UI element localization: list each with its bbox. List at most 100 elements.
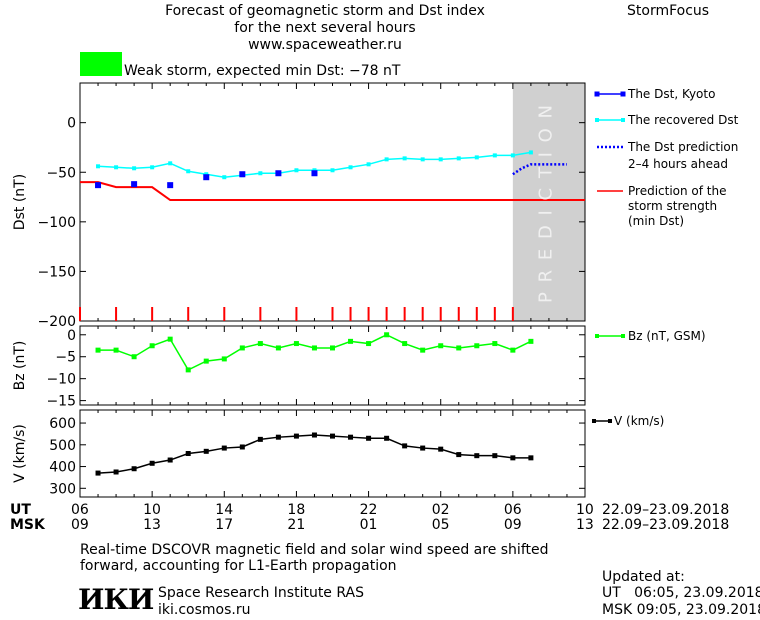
institute-url[interactable]: iki.cosmos.ru [158, 602, 251, 618]
dst-y-tick-label: −200 [38, 314, 76, 330]
v-y-tick-label: 600 [49, 416, 76, 432]
msk-tick-label: 17 [215, 517, 234, 533]
bz-point [330, 345, 335, 351]
dst-y-tick-label: 0 [67, 116, 76, 132]
storm-status-indicator [80, 52, 122, 76]
bz-point [239, 345, 245, 351]
ut-tick-label: 06 [503, 502, 522, 518]
dst-recovered-point [222, 175, 227, 180]
dst-kyoto-point [239, 171, 246, 178]
date-range-ut: 22.09–23.09.2018 [602, 502, 730, 518]
bz-y-tick-label: −5 [55, 350, 76, 366]
dst-recovered-point [438, 157, 443, 162]
ut-tick-label: 10 [143, 502, 161, 518]
dst-recovered-point [384, 157, 389, 162]
ut-tick-label: 06 [71, 502, 89, 518]
ut-tick-label: 18 [287, 502, 306, 518]
bz-point [131, 354, 137, 360]
v-point [456, 452, 462, 458]
v-y-tick-label: 400 [49, 460, 76, 476]
axis-msk-label: MSK [10, 517, 45, 533]
dst-recovered-point [348, 165, 353, 170]
bz-point [257, 341, 263, 347]
v-point [95, 470, 101, 476]
msk-tick-label: 13 [576, 517, 594, 533]
dst-recovered-point [528, 150, 533, 155]
dst-recovered-point [474, 155, 479, 160]
v-point [510, 455, 516, 461]
v-point [402, 443, 408, 449]
dst-recovered-point [258, 171, 263, 176]
updated-ut: UT 06:05, 23.09.2018 [602, 585, 760, 601]
v-point [311, 432, 317, 438]
bz-point [95, 347, 101, 353]
legend-dst-kyoto-swatch-marker [594, 91, 600, 97]
dst-recovered-point [492, 153, 497, 158]
dst-kyoto-point [167, 182, 174, 189]
dst-recovered-point [510, 153, 515, 158]
legend-storm-2: storm strength [628, 199, 718, 213]
date-range-msk: 22.09–23.09.2018 [602, 517, 730, 533]
prediction-label-box: P R E D I C T I O N [536, 88, 557, 318]
app-name: StormFocus [627, 3, 710, 19]
storm-strength-line [80, 181, 585, 202]
website-link[interactable]: www.spaceweather.ru [248, 37, 402, 53]
v-point [420, 445, 426, 451]
v-point [113, 469, 119, 475]
v-point [275, 434, 281, 440]
v-point [384, 435, 390, 441]
dst-panel-frame [79, 82, 586, 322]
dst-recovered-point [168, 161, 173, 166]
legend-v-swatch-marker [608, 419, 612, 423]
v-point [492, 453, 498, 459]
axis-ut-label: UT [10, 502, 31, 518]
v-point [239, 444, 245, 450]
bz-point [167, 336, 173, 342]
institute-name: Space Research Institute RAS [158, 585, 364, 601]
bz-y-axis-label: Bz (nT) [12, 341, 28, 391]
chart-title-line2: for the next several hours [234, 20, 416, 36]
updated-msk: MSK 09:05, 23.09.2018 [602, 602, 760, 618]
bz-point [348, 338, 354, 344]
bz-point [149, 343, 155, 349]
legend-storm-3: (min Dst) [628, 214, 685, 228]
updated-label: Updated at: [602, 569, 685, 585]
dst-recovered-point [420, 157, 425, 162]
dst-y-tick-label: −150 [38, 264, 76, 280]
dst-recovered-point [150, 165, 155, 170]
legend-dst-recovered-swatch-marker [595, 118, 599, 122]
v-point [149, 460, 155, 466]
msk-tick-label: 05 [431, 517, 450, 533]
v-line [97, 434, 531, 474]
v-point [257, 436, 263, 442]
v-point [474, 453, 480, 459]
bz-y-tick-label: −15 [46, 394, 76, 410]
legend-dst-prediction-2: 2–4 hours ahead [628, 157, 728, 171]
dst-kyoto-point [203, 174, 210, 181]
v-point [366, 435, 372, 441]
bz-point [456, 345, 462, 351]
bz-point [420, 347, 426, 353]
bz-point [402, 341, 408, 347]
v-point [203, 448, 209, 454]
bz-point [366, 341, 372, 347]
bz-point [275, 345, 281, 351]
msk-tick-label: 01 [359, 517, 378, 533]
bz-point [510, 347, 516, 353]
dst-recovered-point [456, 156, 461, 161]
footer-note-line1: Real-time DSCOVR magnetic field and sola… [80, 542, 549, 558]
msk-tick-label: 09 [71, 517, 89, 533]
legend-dst-recovered-swatch-marker [621, 118, 625, 122]
v-panel-frame [79, 409, 586, 498]
dst-recovered-point [186, 169, 191, 174]
bz-y-tick-label: 0 [67, 328, 76, 344]
dst-kyoto-point [275, 170, 282, 177]
bz-point [474, 343, 480, 349]
v-point [221, 445, 227, 451]
legend-bz-swatch-marker [621, 334, 625, 338]
legend-v-swatch-marker [592, 419, 596, 423]
v-y-tick-label: 500 [49, 438, 76, 454]
msk-tick-label: 21 [287, 517, 306, 533]
dst-recovered-point [96, 164, 101, 169]
